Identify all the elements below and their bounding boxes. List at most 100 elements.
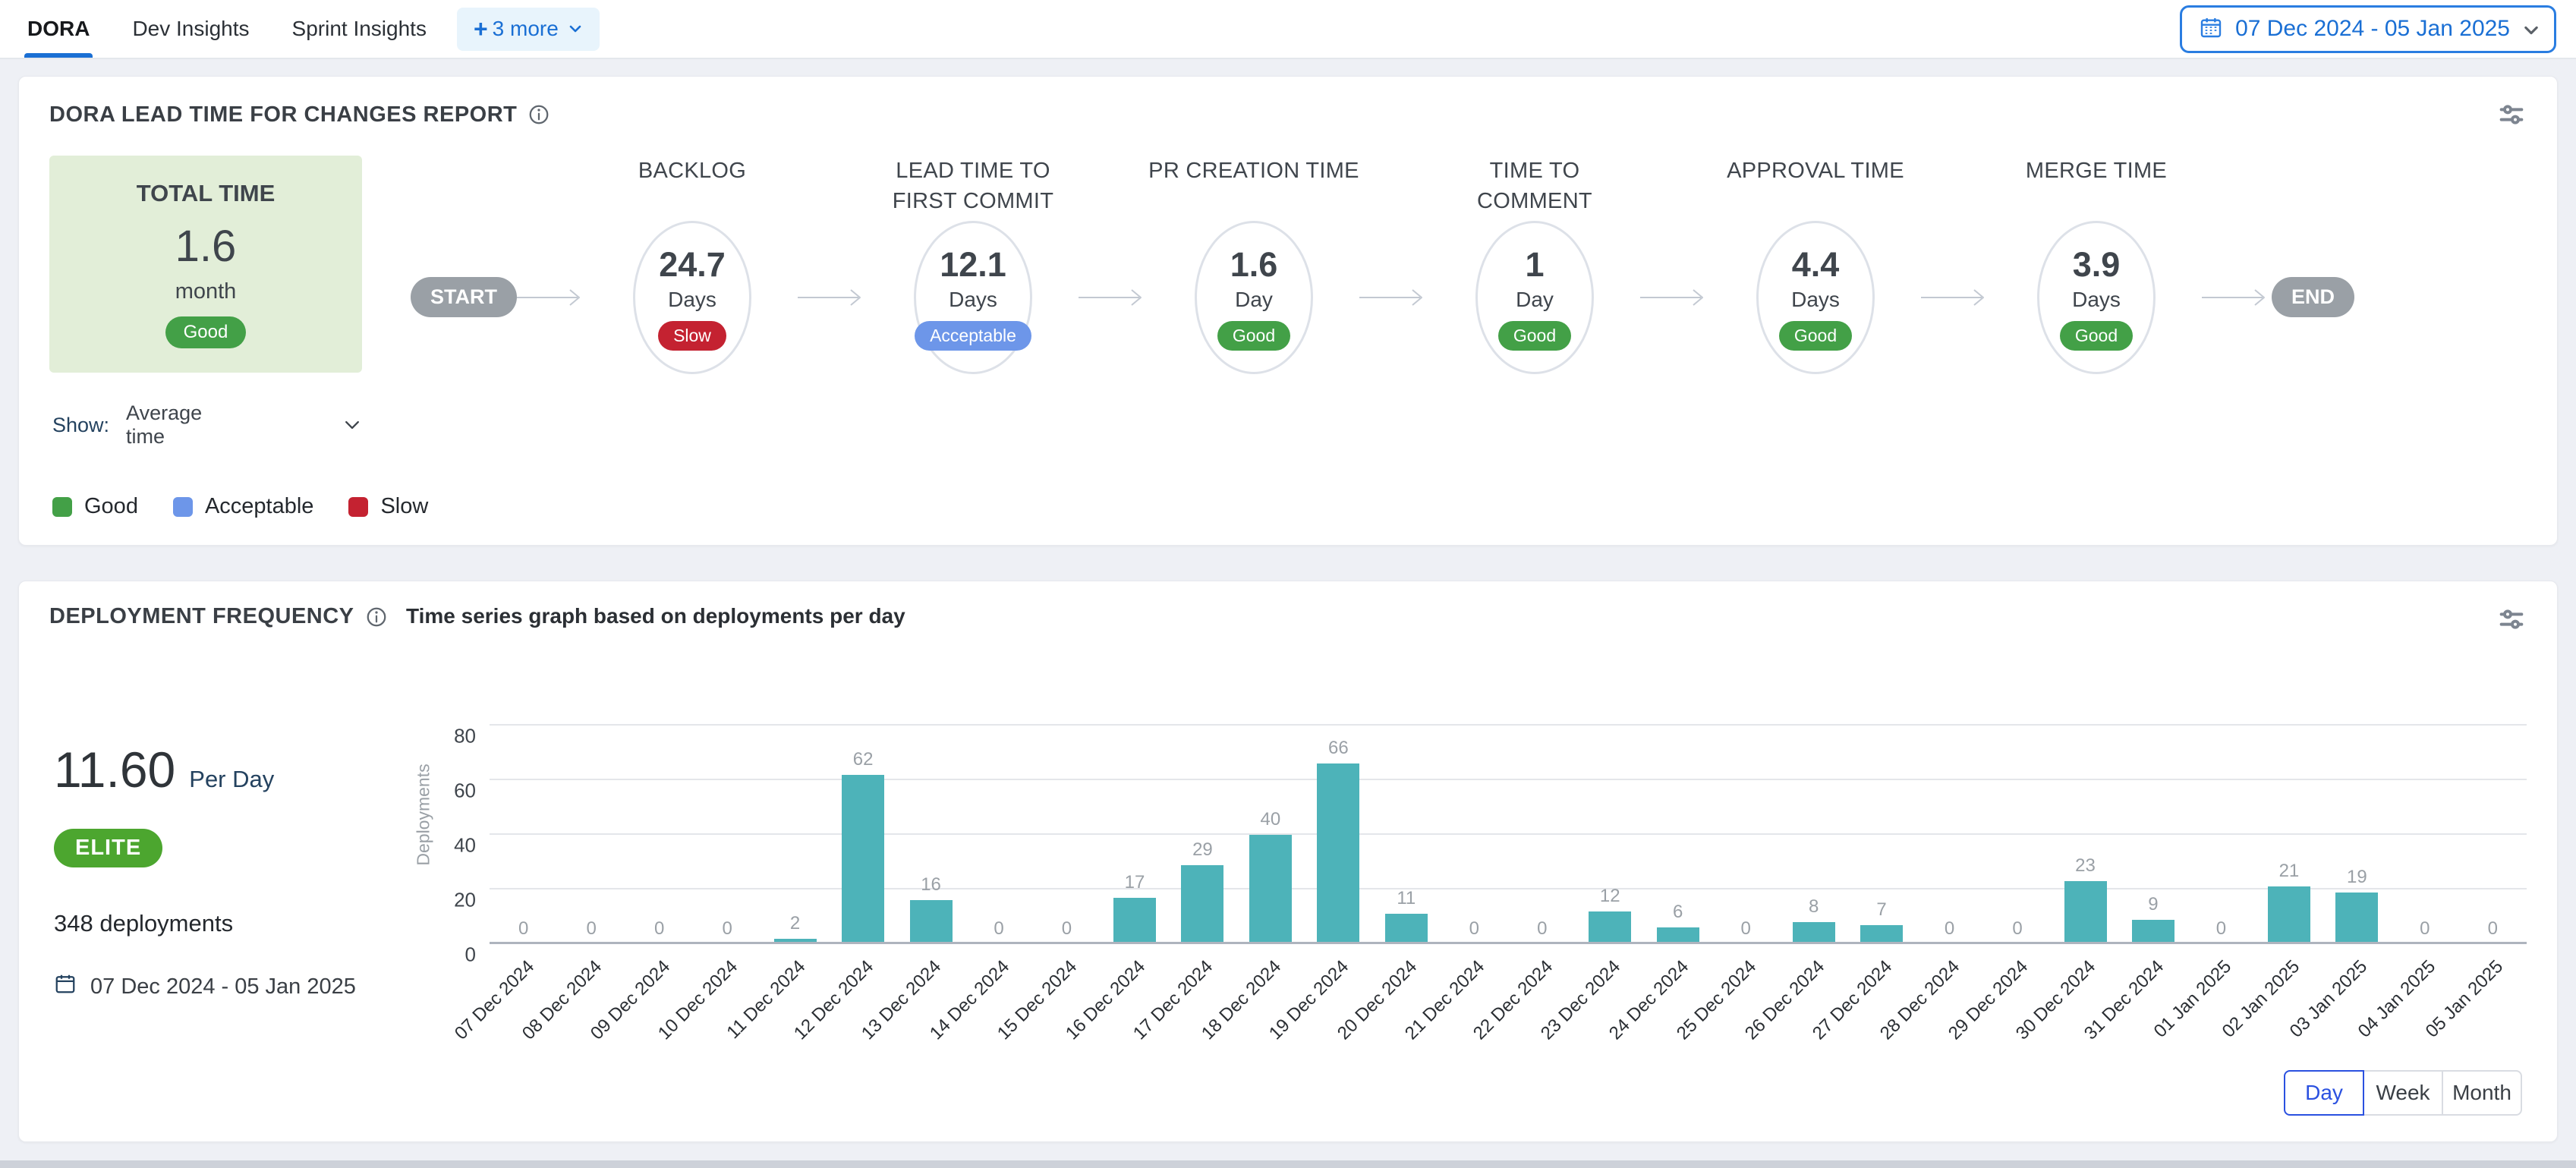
stage-circle: 4.4 Days Good <box>1756 221 1875 374</box>
bar-value-label: 2 <box>789 912 801 933</box>
bar-value-label: 12 <box>1599 885 1620 906</box>
bar-slot: 0 <box>1712 691 1779 944</box>
chevron-down-icon[interactable] <box>342 415 362 435</box>
legend-item-acceptable: Acceptable <box>172 494 313 519</box>
calendar-icon <box>2199 15 2223 43</box>
bar-value-label: 0 <box>1740 918 1751 939</box>
bar-value-label: 62 <box>852 748 874 770</box>
deployment-bar[interactable] <box>909 900 953 944</box>
tab-dora[interactable]: DORA <box>24 0 93 58</box>
y-axis-title: Deployments <box>413 763 433 866</box>
deployment-bar[interactable] <box>1113 897 1156 944</box>
granularity-button-day[interactable]: Day <box>2284 1070 2364 1116</box>
plot-area: 0 0 0 0 2 62 16 0 0 17 29 40 66 11 0 0 12 6 0 8 7 0 0 23 9 0 21 19 0… <box>490 691 2527 944</box>
deployment-bar[interactable] <box>2267 886 2310 944</box>
bar-value-label: 0 <box>1944 918 1955 939</box>
deployment-bar[interactable] <box>1860 924 1904 944</box>
stage-unit: Days <box>949 287 997 311</box>
bar-slot: 12 <box>1576 691 1644 944</box>
bar-slot: 0 <box>1033 691 1101 944</box>
bar-value-label: 0 <box>1537 918 1548 939</box>
chart-settings-icon[interactable] <box>2496 99 2527 130</box>
bar-value-label: 7 <box>1876 899 1887 920</box>
flow-stage-pr-creation-time: PR CREATION TIME 1.6 Day Good <box>1148 156 1359 374</box>
show-metric-dropdown[interactable]: Average time <box>126 401 235 449</box>
gridline <box>490 779 2527 780</box>
deployment-rate-unit: Per Day <box>189 766 275 792</box>
total-time-panel: TOTAL TIME 1.6 month Good Show: Average … <box>49 156 362 449</box>
bar-slot: 0 <box>625 691 693 944</box>
flow-start-pill: START <box>411 277 517 317</box>
bar-value-label: 0 <box>722 918 732 939</box>
deployment-bar[interactable] <box>2064 881 2107 944</box>
lead-time-card-title: DORA LEAD TIME FOR CHANGES REPORT <box>49 102 518 127</box>
deployment-bar[interactable] <box>1384 914 1428 944</box>
stage-value: 4.4 <box>1791 244 1840 284</box>
lead-time-flow: START BACKLOG 24.7 Days Slow LEAD TIME TO FIR… <box>411 156 2355 449</box>
deployment-bar[interactable] <box>842 774 885 944</box>
deployment-bar[interactable] <box>2131 919 2174 944</box>
deployment-bar[interactable] <box>1249 835 1292 944</box>
granularity-button-week[interactable]: Week <box>2363 1070 2443 1116</box>
flow-stage-backlog: BACKLOG 24.7 Days Slow <box>587 156 798 374</box>
chart-settings-icon[interactable] <box>2496 604 2527 634</box>
bar-value-label: 17 <box>1124 871 1145 893</box>
bar-value-label: 40 <box>1260 809 1281 830</box>
deployment-bar[interactable] <box>773 938 817 944</box>
deployment-bar[interactable] <box>1589 911 1632 944</box>
info-icon[interactable] <box>365 606 388 628</box>
stage-title: MERGE TIME <box>2025 159 2168 183</box>
flow-arrow-icon <box>1921 288 1991 307</box>
bar-slot: 0 <box>2391 691 2458 944</box>
deployment-bar[interactable] <box>1317 763 1360 944</box>
bar-value-label: 9 <box>2148 893 2159 915</box>
calendar-icon <box>54 972 77 1001</box>
granularity-button-month[interactable]: Month <box>2442 1070 2522 1116</box>
info-icon[interactable] <box>527 103 550 126</box>
bar-value-label: 21 <box>2278 861 2300 882</box>
bar-slot: 9 <box>2119 691 2187 944</box>
tab-sprint-insights[interactable]: Sprint Insights <box>291 17 427 40</box>
bar-slot: 0 <box>2187 691 2255 944</box>
total-time-unit: month <box>175 279 237 304</box>
y-axis-ticks: 0 20 40 60 80 <box>441 691 490 966</box>
stage-status-badge: Acceptable <box>915 320 1031 351</box>
stage-value: 1.6 <box>1230 244 1278 284</box>
x-axis-labels: 07 Dec 2024 08 Dec 2024 09 Dec 2024 10 Dec … <box>450 944 2527 1064</box>
page-body: DORA LEAD TIME FOR CHANGES REPORT TOTAL … <box>0 59 2576 1142</box>
flow-stage-approval-time: APPROVAL TIME 4.4 Days Good <box>1710 156 1921 374</box>
bar-value-label: 29 <box>1192 839 1213 860</box>
legend-item-slow: Slow <box>348 494 428 519</box>
deployment-bar[interactable] <box>2335 892 2379 944</box>
stage-unit: Day <box>1516 287 1554 311</box>
bar-slot: 0 <box>557 691 625 944</box>
stage-unit: Days <box>668 287 716 311</box>
stage-unit: Day <box>1235 287 1273 311</box>
flow-stage-time-to-comment: TIME TO COMMENT 1 Day Good <box>1429 156 1640 374</box>
date-range-picker[interactable]: 07 Dec 2024 - 05 Jan 2025 <box>2180 5 2556 53</box>
bar-slot: 21 <box>2255 691 2322 944</box>
stage-title: LEAD TIME TO FIRST COMMIT <box>892 159 1054 213</box>
tab-dev-insights[interactable]: Dev Insights <box>132 17 250 40</box>
stage-value: 1 <box>1525 244 1545 284</box>
stage-circle: 24.7 Days Slow <box>633 221 751 374</box>
gridline <box>490 833 2527 835</box>
flow-arrow-icon <box>2202 288 2272 307</box>
deployment-bar[interactable] <box>1792 922 1835 944</box>
legend-label: Good <box>84 494 138 518</box>
deployment-frequency-card: DEPLOYMENT FREQUENCY Time series graph b… <box>18 581 2558 1142</box>
total-time-status-badge: Good <box>165 316 247 348</box>
bar-value-label: 11 <box>1397 888 1416 909</box>
bar-value-label: 0 <box>2420 918 2430 939</box>
show-metric-value: Average time <box>126 401 203 448</box>
bar-slot: 0 <box>1983 691 2051 944</box>
stage-unit: Days <box>1791 287 1840 311</box>
y-tick-label: 80 <box>454 724 476 748</box>
deployment-bar[interactable] <box>1181 864 1224 944</box>
bar-slot: 6 <box>1644 691 1712 944</box>
total-time-value: 1.6 <box>175 222 237 271</box>
deployment-bar[interactable] <box>1656 927 1699 944</box>
bar-value-label: 0 <box>1061 918 1072 939</box>
stage-value: 24.7 <box>659 244 726 284</box>
more-tabs-button[interactable]: + 3 more <box>456 7 600 51</box>
